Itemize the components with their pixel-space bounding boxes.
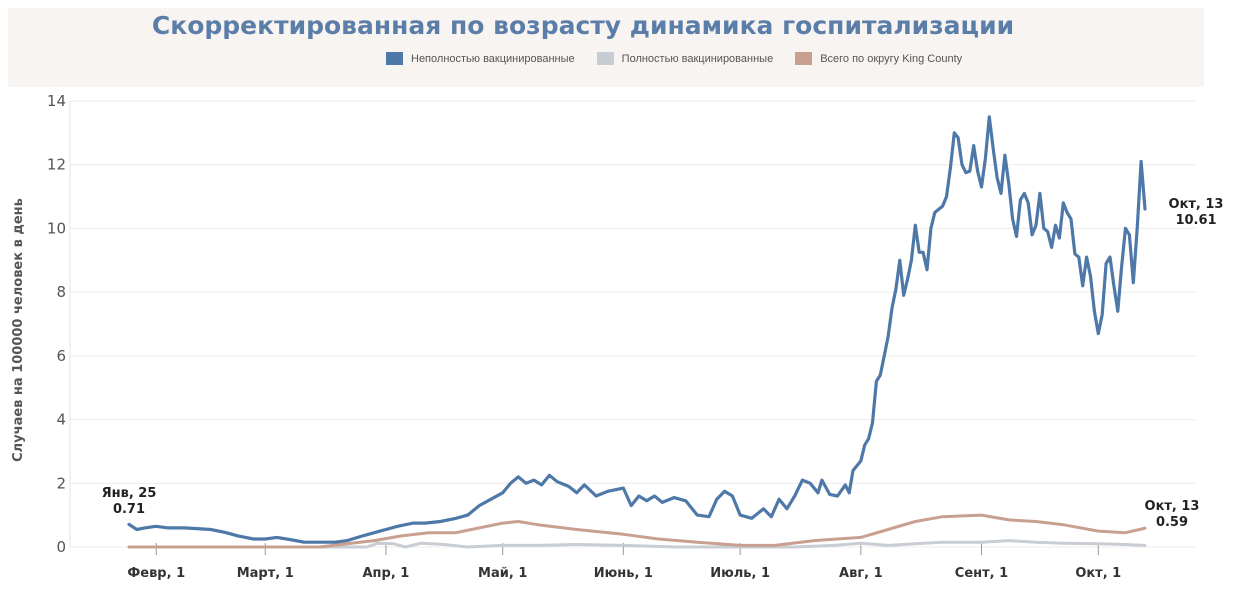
annotation-date: Окт, 13 <box>1145 499 1200 514</box>
legend-label-vaccinated: Полностью вакцинированные <box>621 52 774 65</box>
legend-label-unvaccinated: Неполностью вакцинированные <box>411 52 575 65</box>
legend: Неполностью вакцинированные Полностью ва… <box>386 52 962 65</box>
annotation-value: 0.59 <box>1156 515 1188 530</box>
legend-swatch-unvaccinated <box>386 52 403 65</box>
x-tick-label: Июнь, 1 <box>594 566 653 581</box>
x-tick-label: Март, 1 <box>237 566 294 581</box>
y-tick-label: 12 <box>47 156 66 174</box>
grid <box>69 100 1196 548</box>
legend-label-county: Всего по округу King County <box>820 52 963 65</box>
y-axis-label: Случаев на 100000 человек в день <box>11 198 26 462</box>
y-tick-label: 6 <box>56 347 66 365</box>
y-tick-label: 2 <box>56 474 66 492</box>
x-tick-label: Июль, 1 <box>710 566 770 581</box>
annotation-value: 0.71 <box>113 502 145 517</box>
y-tick-label: 14 <box>47 92 66 110</box>
legend-swatch-vaccinated <box>596 52 614 65</box>
header-band <box>8 8 1204 87</box>
legend-item-county[interactable]: Всего по округу King County <box>795 52 962 65</box>
annotation-date: Окт, 13 <box>1169 197 1224 212</box>
x-tick-label: Сент, 1 <box>955 566 1008 581</box>
legend-item-unvaccinated[interactable]: Неполностью вакцинированные <box>386 52 575 65</box>
y-axis-ticks: 0 2 4 6 8 10 12 14 <box>47 92 66 556</box>
y-tick-label: 10 <box>47 219 66 237</box>
series-county-line <box>127 513 1147 549</box>
series-vaccinated-line <box>127 539 1147 549</box>
series-unvaccinated-line <box>127 115 1147 544</box>
legend-item-vaccinated[interactable]: Полностью вакцинированные <box>596 52 774 65</box>
annotation-value: 10.61 <box>1175 213 1216 228</box>
legend-swatch-county <box>795 52 813 65</box>
x-tick-label: Февр, 1 <box>127 566 185 581</box>
x-axis-ticks: Февр, 1 Март, 1 Апр, 1 Май, 1 Июнь, 1 Июль, 1… <box>127 543 1121 581</box>
x-tick-label: Авг, 1 <box>839 566 883 581</box>
annotation-date: Янв, 25 <box>102 486 157 501</box>
series-lines <box>127 115 1147 549</box>
chart-title: Скорректированная по возрасту динамика г… <box>151 11 1015 40</box>
x-tick-label: Окт, 1 <box>1075 566 1121 581</box>
x-tick-label: Апр, 1 <box>362 566 409 581</box>
y-tick-label: 8 <box>56 283 66 301</box>
y-tick-label: 4 <box>56 411 66 429</box>
x-tick-label: Май, 1 <box>478 566 527 581</box>
y-tick-label: 0 <box>56 538 66 556</box>
